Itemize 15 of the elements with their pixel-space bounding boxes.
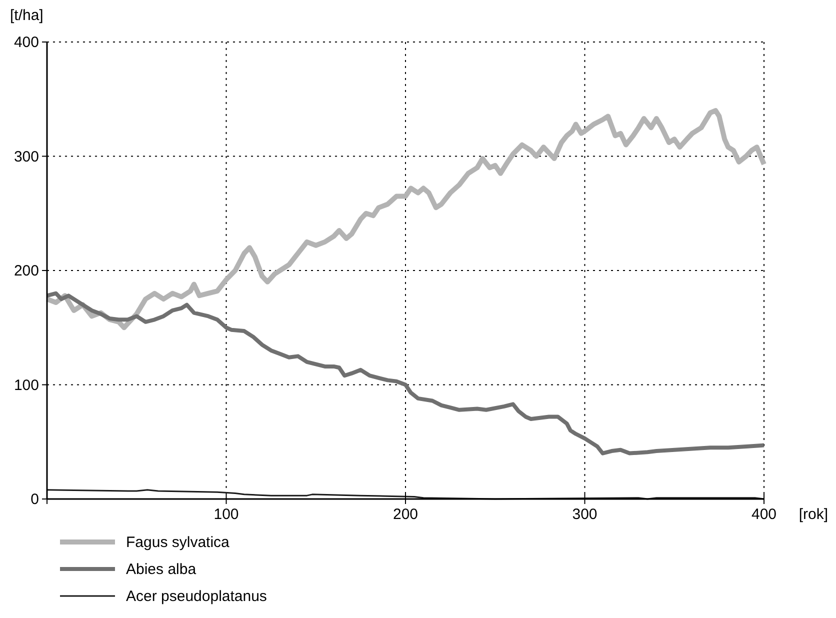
y-tick-label: 400 [14,34,39,51]
x-tick-label: 200 [392,506,418,523]
legend-label: Fagus sylvatica [126,534,230,551]
legend-label: Abies alba [126,561,197,578]
legend-label: Acer pseudoplatanus [126,588,267,605]
y-tick-label: 0 [30,491,39,508]
y-axis-title: [t/ha] [10,7,44,24]
y-tick-label: 200 [14,262,39,280]
x-tick-label: 100 [214,506,239,523]
x-axis-title: [rok] [798,506,828,523]
y-tick-label: 300 [14,148,39,166]
y-tick-label: 100 [14,376,39,394]
line-series [45,291,766,456]
x-tick-label: 400 [751,506,777,523]
x-tick-label: 300 [572,506,598,523]
